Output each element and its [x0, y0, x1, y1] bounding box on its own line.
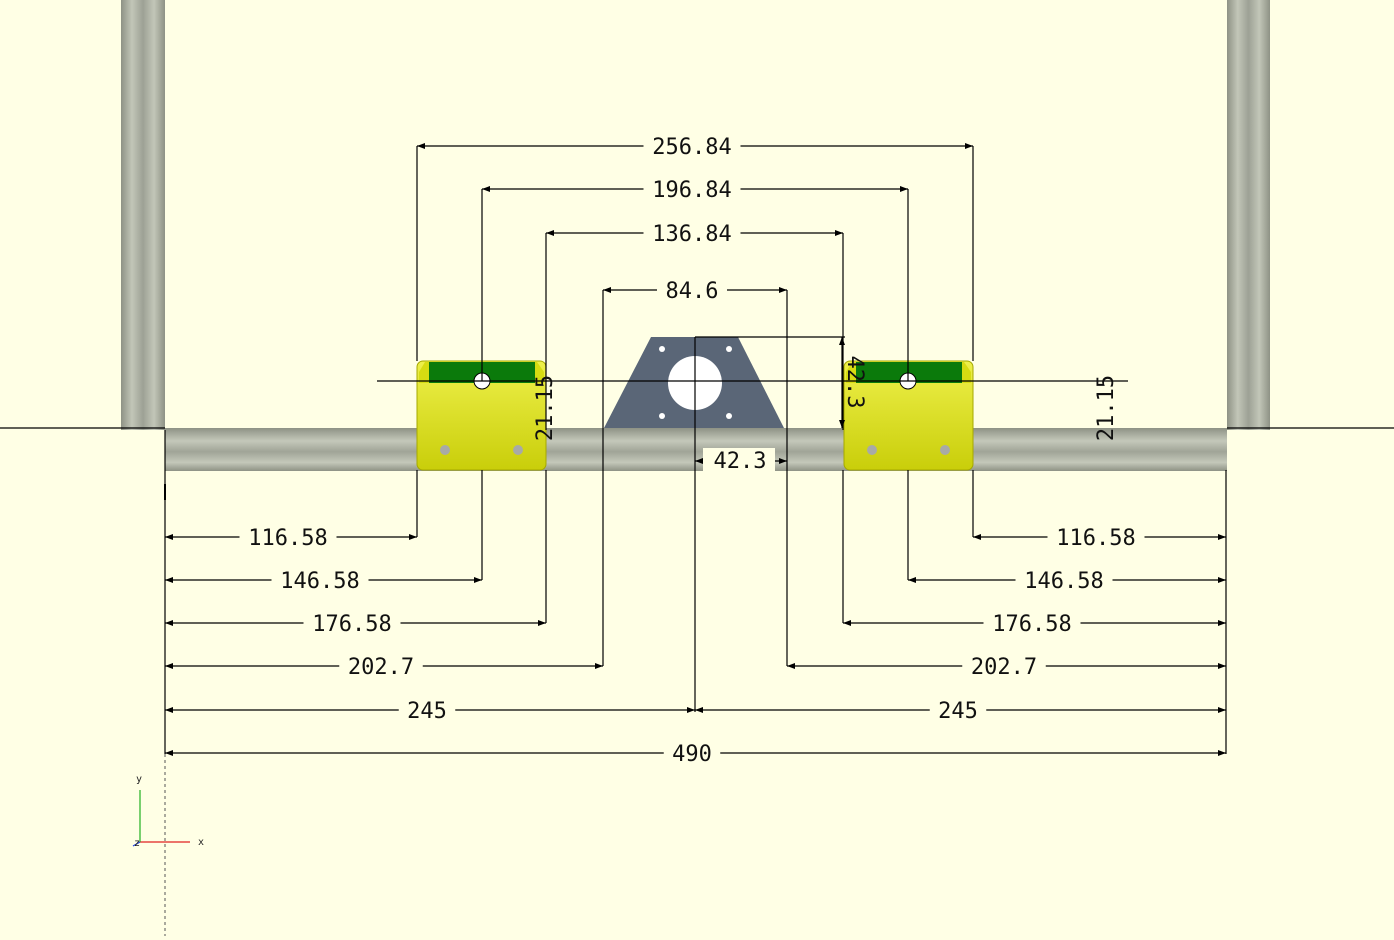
dim-left-2-arrow-start — [165, 620, 173, 626]
dim-top-0-arrow-end — [965, 143, 973, 149]
dim-right-2-arrow-start — [843, 620, 851, 626]
dim-right-3-arrow-start — [787, 663, 795, 669]
dim-top-2-arrow-end — [835, 230, 843, 236]
motor-dim-vertical-label: 42.3 — [842, 356, 867, 409]
reference-lines — [0, 427, 1394, 936]
dim-right-1-label: 146.58 — [1024, 569, 1103, 594]
motor-dim-v-arrow-bottom — [839, 420, 845, 428]
dim-left-3-arrow-start — [165, 663, 173, 669]
dim-left-0-arrow-end — [409, 534, 417, 540]
left-vertical-extrusion — [121, 0, 165, 430]
bracket-height-left-label: 21.15 — [533, 375, 558, 441]
dim-left-1-label: 146.58 — [280, 569, 359, 594]
dim-right-2-arrow-end — [1218, 620, 1226, 626]
dim-total-arrow-end — [1218, 750, 1226, 756]
motor-dim-h-bg — [703, 448, 775, 472]
bracket-height-right-label: 21.15 — [1094, 375, 1119, 441]
dim-right-0-label: 116.58 — [1056, 526, 1135, 551]
dim-right-1-arrow-start — [908, 577, 916, 583]
dim-right-4-label: 245 — [938, 699, 978, 724]
dimension-layer: 256.84 196.84 136.84 84.6 42.3 42.3 21.15 21.15… — [164, 135, 1227, 767]
dim-top-3-arrow-start — [603, 287, 611, 293]
axis-label-x: x — [198, 837, 204, 848]
dim-top-0-label: 256.84 — [652, 135, 731, 160]
dim-right-3-arrow-end — [1218, 663, 1226, 669]
dim-right-2-label: 176.58 — [992, 612, 1071, 637]
dim-right-4-arrow-end — [1218, 707, 1226, 713]
right-bracket[interactable] — [843, 360, 974, 471]
dim-right-1-arrow-end — [1218, 577, 1226, 583]
axis-label-z: z — [134, 838, 140, 849]
dim-top-3-arrow-end — [779, 287, 787, 293]
dim-left-1-arrow-start — [165, 577, 173, 583]
dim-right-4-arrow-start — [695, 707, 703, 713]
motor-mount-plate[interactable] — [604, 337, 784, 428]
dim-left-4-label: 245 — [407, 699, 447, 724]
dim-top-1-arrow-start — [482, 186, 490, 192]
right-vertical-extrusion — [1227, 0, 1270, 430]
motor-dim-v-arrow-top — [839, 337, 845, 345]
dim-left-3-arrow-end — [595, 663, 603, 669]
dim-left-0-arrow-start — [165, 534, 173, 540]
horizontal-extrusion — [165, 428, 1227, 471]
dim-left-2-label: 176.58 — [312, 612, 391, 637]
dim-left-2-arrow-end — [538, 620, 546, 626]
dim-right-0-arrow-start — [973, 534, 981, 540]
dim-left-0-label: 116.58 — [248, 526, 327, 551]
dim-left-3-label: 202.7 — [348, 655, 414, 680]
dim-right-3-label: 202.7 — [971, 655, 1037, 680]
axis-label-y: y — [136, 774, 142, 785]
dim-left-1-arrow-end — [474, 577, 482, 583]
dim-left-4-arrow-end — [687, 707, 695, 713]
dim-top-2-label: 136.84 — [652, 222, 731, 247]
motor-dim-h-label: 42.3 — [714, 449, 767, 474]
dim-top-2-arrow-start — [546, 230, 554, 236]
left-bracket[interactable] — [416, 360, 547, 471]
dim-top-1-label: 196.84 — [652, 178, 731, 203]
dim-total-label: 490 — [672, 742, 712, 767]
dim-left-4-arrow-start — [165, 707, 173, 713]
dim-right-0-arrow-end — [1218, 534, 1226, 540]
dim-total-arrow-start — [165, 750, 173, 756]
motor-dim-h-arrow-start — [695, 458, 703, 464]
motor-dim-h-arrow-end — [779, 458, 787, 464]
dim-top-1-arrow-end — [900, 186, 908, 192]
axis-indicator: x y z — [132, 774, 204, 849]
dim-top-3-label: 84.6 — [666, 279, 719, 304]
dim-top-0-arrow-start — [417, 143, 425, 149]
